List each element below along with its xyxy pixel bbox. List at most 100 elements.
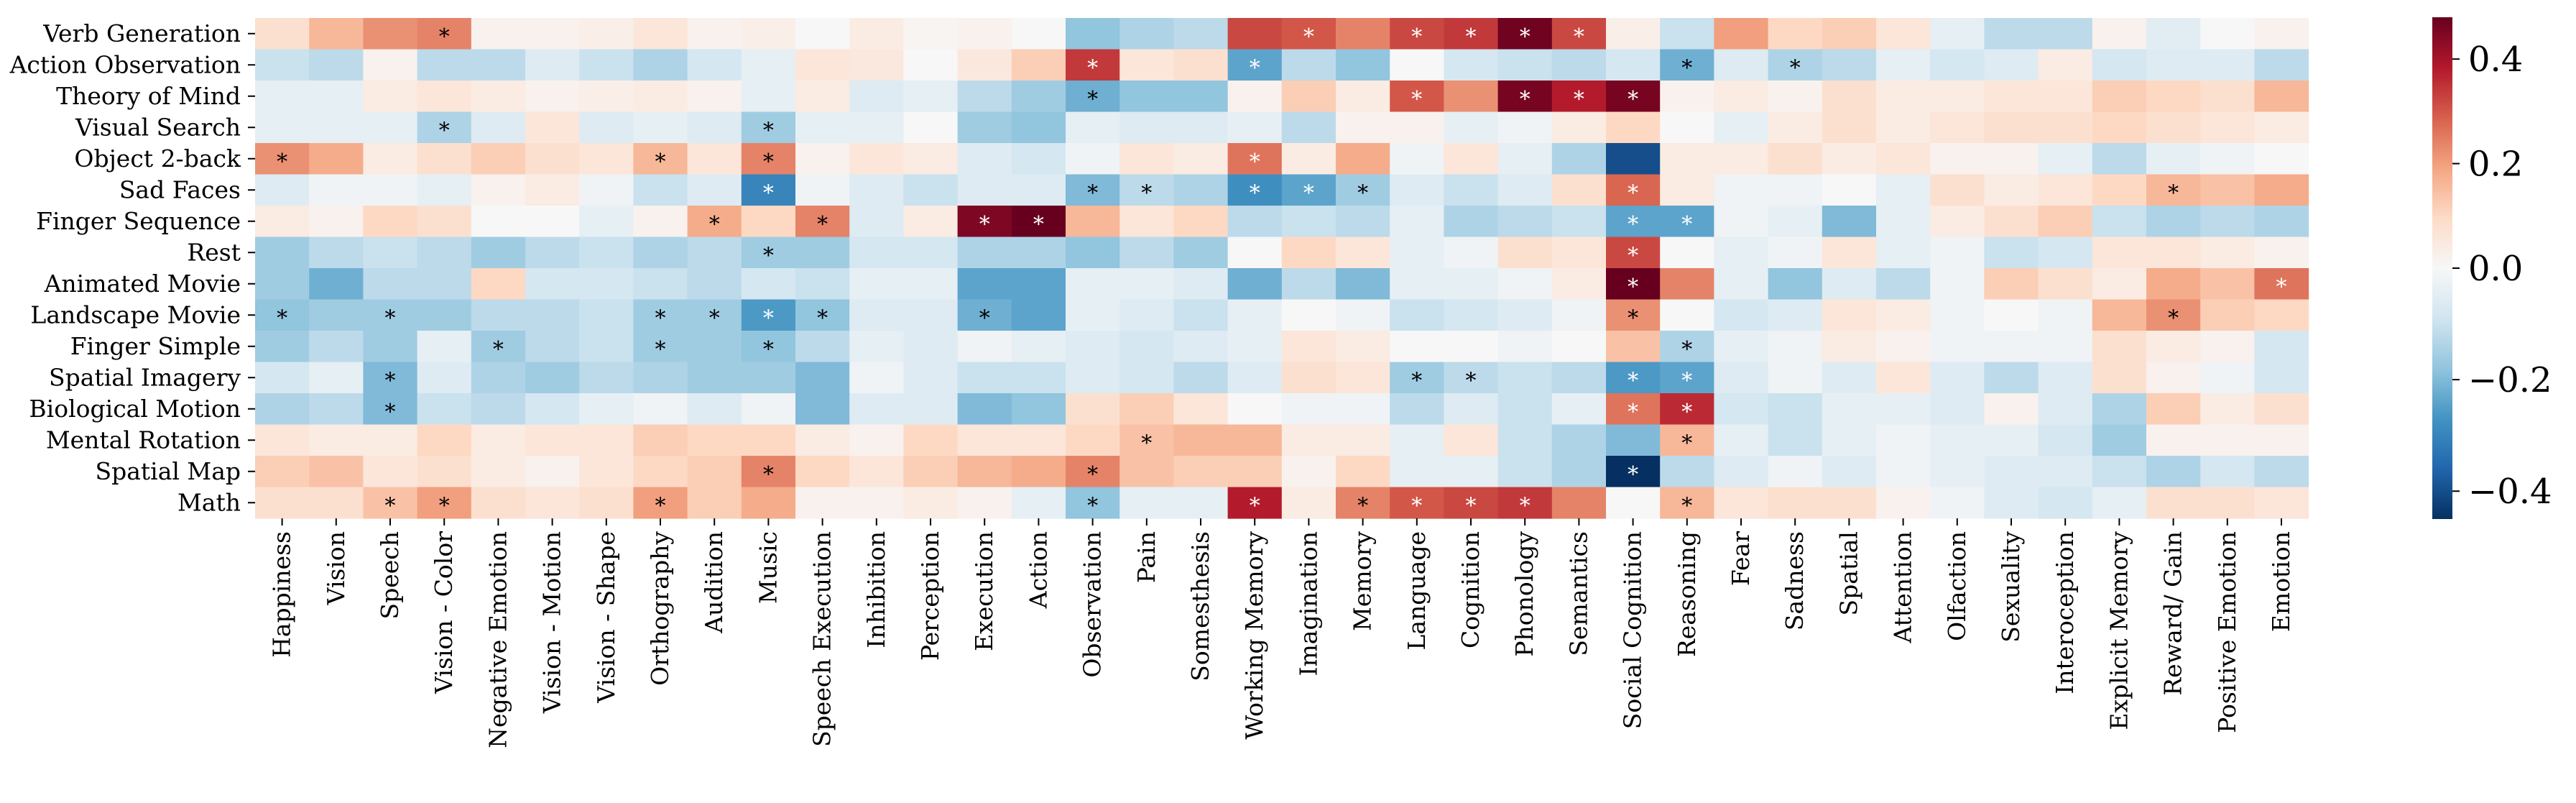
heatmap-cell: [1497, 299, 1553, 331]
significance-star: *: [1628, 243, 1638, 268]
heatmap-cell: [471, 487, 526, 519]
significance-star: *: [1411, 368, 1422, 393]
heatmap-cell: [1876, 456, 1931, 488]
heatmap-cell: [471, 49, 526, 81]
column-label: Pain: [1132, 531, 1160, 583]
heatmap-cell: [309, 206, 364, 238]
heatmap-cell: [741, 206, 796, 238]
row-label: Biological Motion: [29, 395, 241, 423]
heatmap-cell: [1011, 299, 1066, 331]
heatmap-cell: [309, 487, 364, 519]
column-label: Cognition: [1456, 531, 1485, 648]
heatmap-cell: [1660, 424, 1714, 456]
heatmap-cell: [2254, 143, 2309, 175]
column-label: Vision - Motion: [538, 531, 566, 714]
heatmap-cell: [579, 362, 634, 394]
heatmap-cell: [795, 18, 850, 50]
heatmap-cell: [1173, 487, 1229, 519]
column-label: Reward/ Gain: [2159, 531, 2187, 696]
heatmap-cell: [417, 111, 472, 144]
column-label: Happiness: [268, 531, 296, 658]
heatmap-cell: [1173, 268, 1229, 300]
heatmap-cell: [633, 362, 688, 394]
column-label: Orthography: [646, 531, 674, 686]
heatmap-cell: [1984, 81, 2039, 113]
heatmap-cell: [363, 81, 418, 113]
heatmap-cell: [1281, 174, 1337, 206]
heatmap-cell: [2038, 237, 2093, 269]
heatmap-cell: [1336, 18, 1390, 50]
heatmap-cell: [1120, 393, 1174, 426]
heatmap-cell: [1714, 111, 1769, 144]
heatmap-cell: [741, 111, 796, 144]
heatmap-cell: [1390, 81, 1444, 113]
row-label: Animated Movie: [44, 270, 241, 298]
heatmap-cell: [1120, 111, 1174, 144]
heatmap-cell: [309, 456, 364, 488]
heatmap-cell: [1876, 487, 1931, 519]
column-label: Action: [1024, 531, 1052, 609]
heatmap-cell: [417, 237, 472, 269]
heatmap-cell: [1822, 299, 1877, 331]
heatmap-cell: [2092, 393, 2147, 426]
heatmap-cell: [1173, 49, 1229, 81]
heatmap-cell: [2200, 362, 2255, 394]
heatmap-cell: [2038, 143, 2093, 175]
heatmap-cell: [1984, 487, 2039, 519]
significance-star: *: [385, 306, 396, 331]
heatmap-cell: [309, 237, 364, 269]
heatmap-cell: [309, 268, 364, 300]
heatmap-cell: [471, 331, 526, 363]
heatmap-cell: [525, 456, 580, 488]
heatmap-cell: [525, 237, 580, 269]
heatmap-cell: [1120, 268, 1174, 300]
heatmap-cell: [1714, 424, 1769, 456]
significance-star: *: [763, 462, 774, 487]
heatmap-cell: [1768, 331, 1823, 363]
heatmap-cell: [741, 143, 796, 175]
significance-star: *: [709, 212, 720, 237]
heatmap-cell: [363, 174, 418, 206]
heatmap-cell: [363, 456, 418, 488]
heatmap-cell: [255, 174, 310, 206]
heatmap-cell: [741, 456, 796, 488]
heatmap-cell: [1173, 237, 1229, 269]
heatmap-cell: [1551, 206, 1607, 238]
heatmap-cell: [1227, 18, 1283, 50]
significance-star: *: [1681, 337, 1692, 362]
heatmap-cell: [1444, 362, 1499, 394]
heatmap-cell: [255, 111, 310, 144]
heatmap-cell: [1876, 111, 1931, 144]
heatmap-cell: [1120, 456, 1174, 488]
column-label: Somesthesis: [1186, 531, 1214, 682]
heatmap-cell: [1444, 393, 1499, 426]
heatmap-cell: [1011, 174, 1066, 206]
heatmap-cell: [1173, 393, 1229, 426]
colorbar-ticks: 0.4 0.2 0.0 −0.2 −0.4: [2452, 40, 2552, 512]
heatmap-cell: [309, 362, 364, 394]
row-label: Spatial Imagery: [49, 363, 241, 391]
heatmap-cell: [1984, 18, 2039, 50]
heatmap-cell: [1066, 237, 1120, 269]
heatmap-cell: [309, 18, 364, 50]
heatmap-cell: [687, 424, 742, 456]
heatmap-cell: [1660, 81, 1714, 113]
heatmap-cell: [1930, 174, 1985, 206]
heatmap-cell: [1281, 299, 1337, 331]
row-label: Spatial Map: [95, 457, 241, 485]
heatmap-cell: [1066, 174, 1120, 206]
heatmap-cell: [525, 18, 580, 50]
heatmap-cell: [1066, 49, 1120, 81]
heatmap-cell: [795, 299, 850, 331]
heatmap-cell: [255, 299, 310, 331]
column-label: Explicit Memory: [2105, 531, 2133, 730]
heatmap-cell: [741, 424, 796, 456]
heatmap-cell: [2092, 237, 2147, 269]
heatmap-cell: [1714, 331, 1769, 363]
heatmap-cell: [849, 299, 904, 331]
heatmap-cell: [1660, 237, 1714, 269]
column-label: Vision - Color: [430, 531, 458, 694]
heatmap-cell: [795, 49, 850, 81]
significance-star: *: [979, 306, 990, 331]
heatmap-cell: [525, 111, 580, 144]
